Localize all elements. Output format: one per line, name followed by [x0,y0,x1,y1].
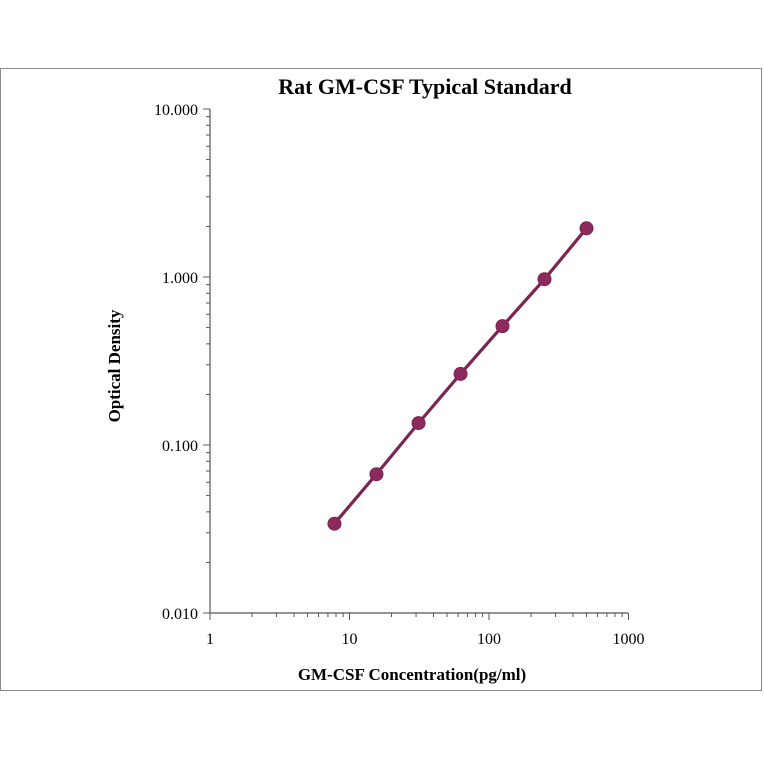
data-point [369,467,384,482]
x-tick-label: 1 [206,631,214,648]
data-point [537,272,552,287]
data-point [453,366,468,381]
y-axis: 10.000 1.000 0.100 0.010 [154,102,211,623]
x-tick-label: 1000 [613,631,645,648]
y-axis-title: Optical Density [105,309,124,422]
x-tick-label: 10 [342,631,358,648]
y-tick-label: 1.000 [162,270,198,287]
x-ticks: 1 10 100 1000 [206,613,645,648]
data-point [579,221,594,236]
x-tick-label: 100 [477,631,501,648]
chart-frame [0,68,762,691]
y-ticks: 10.000 1.000 0.100 0.010 [154,102,210,623]
series-layer [327,221,594,531]
y-tick-label: 0.100 [162,438,198,455]
chart-title: Rat GM-CSF Typical Standard [278,74,572,99]
data-point [495,319,510,334]
y-tick-label: 10.000 [154,102,198,119]
data-point [411,416,426,431]
data-point [327,516,342,531]
y-tick-label: 0.010 [162,606,198,623]
x-axis-title: GM-CSF Concentration(pg/ml) [298,665,526,684]
x-axis: 1 10 100 1000 [206,612,645,648]
